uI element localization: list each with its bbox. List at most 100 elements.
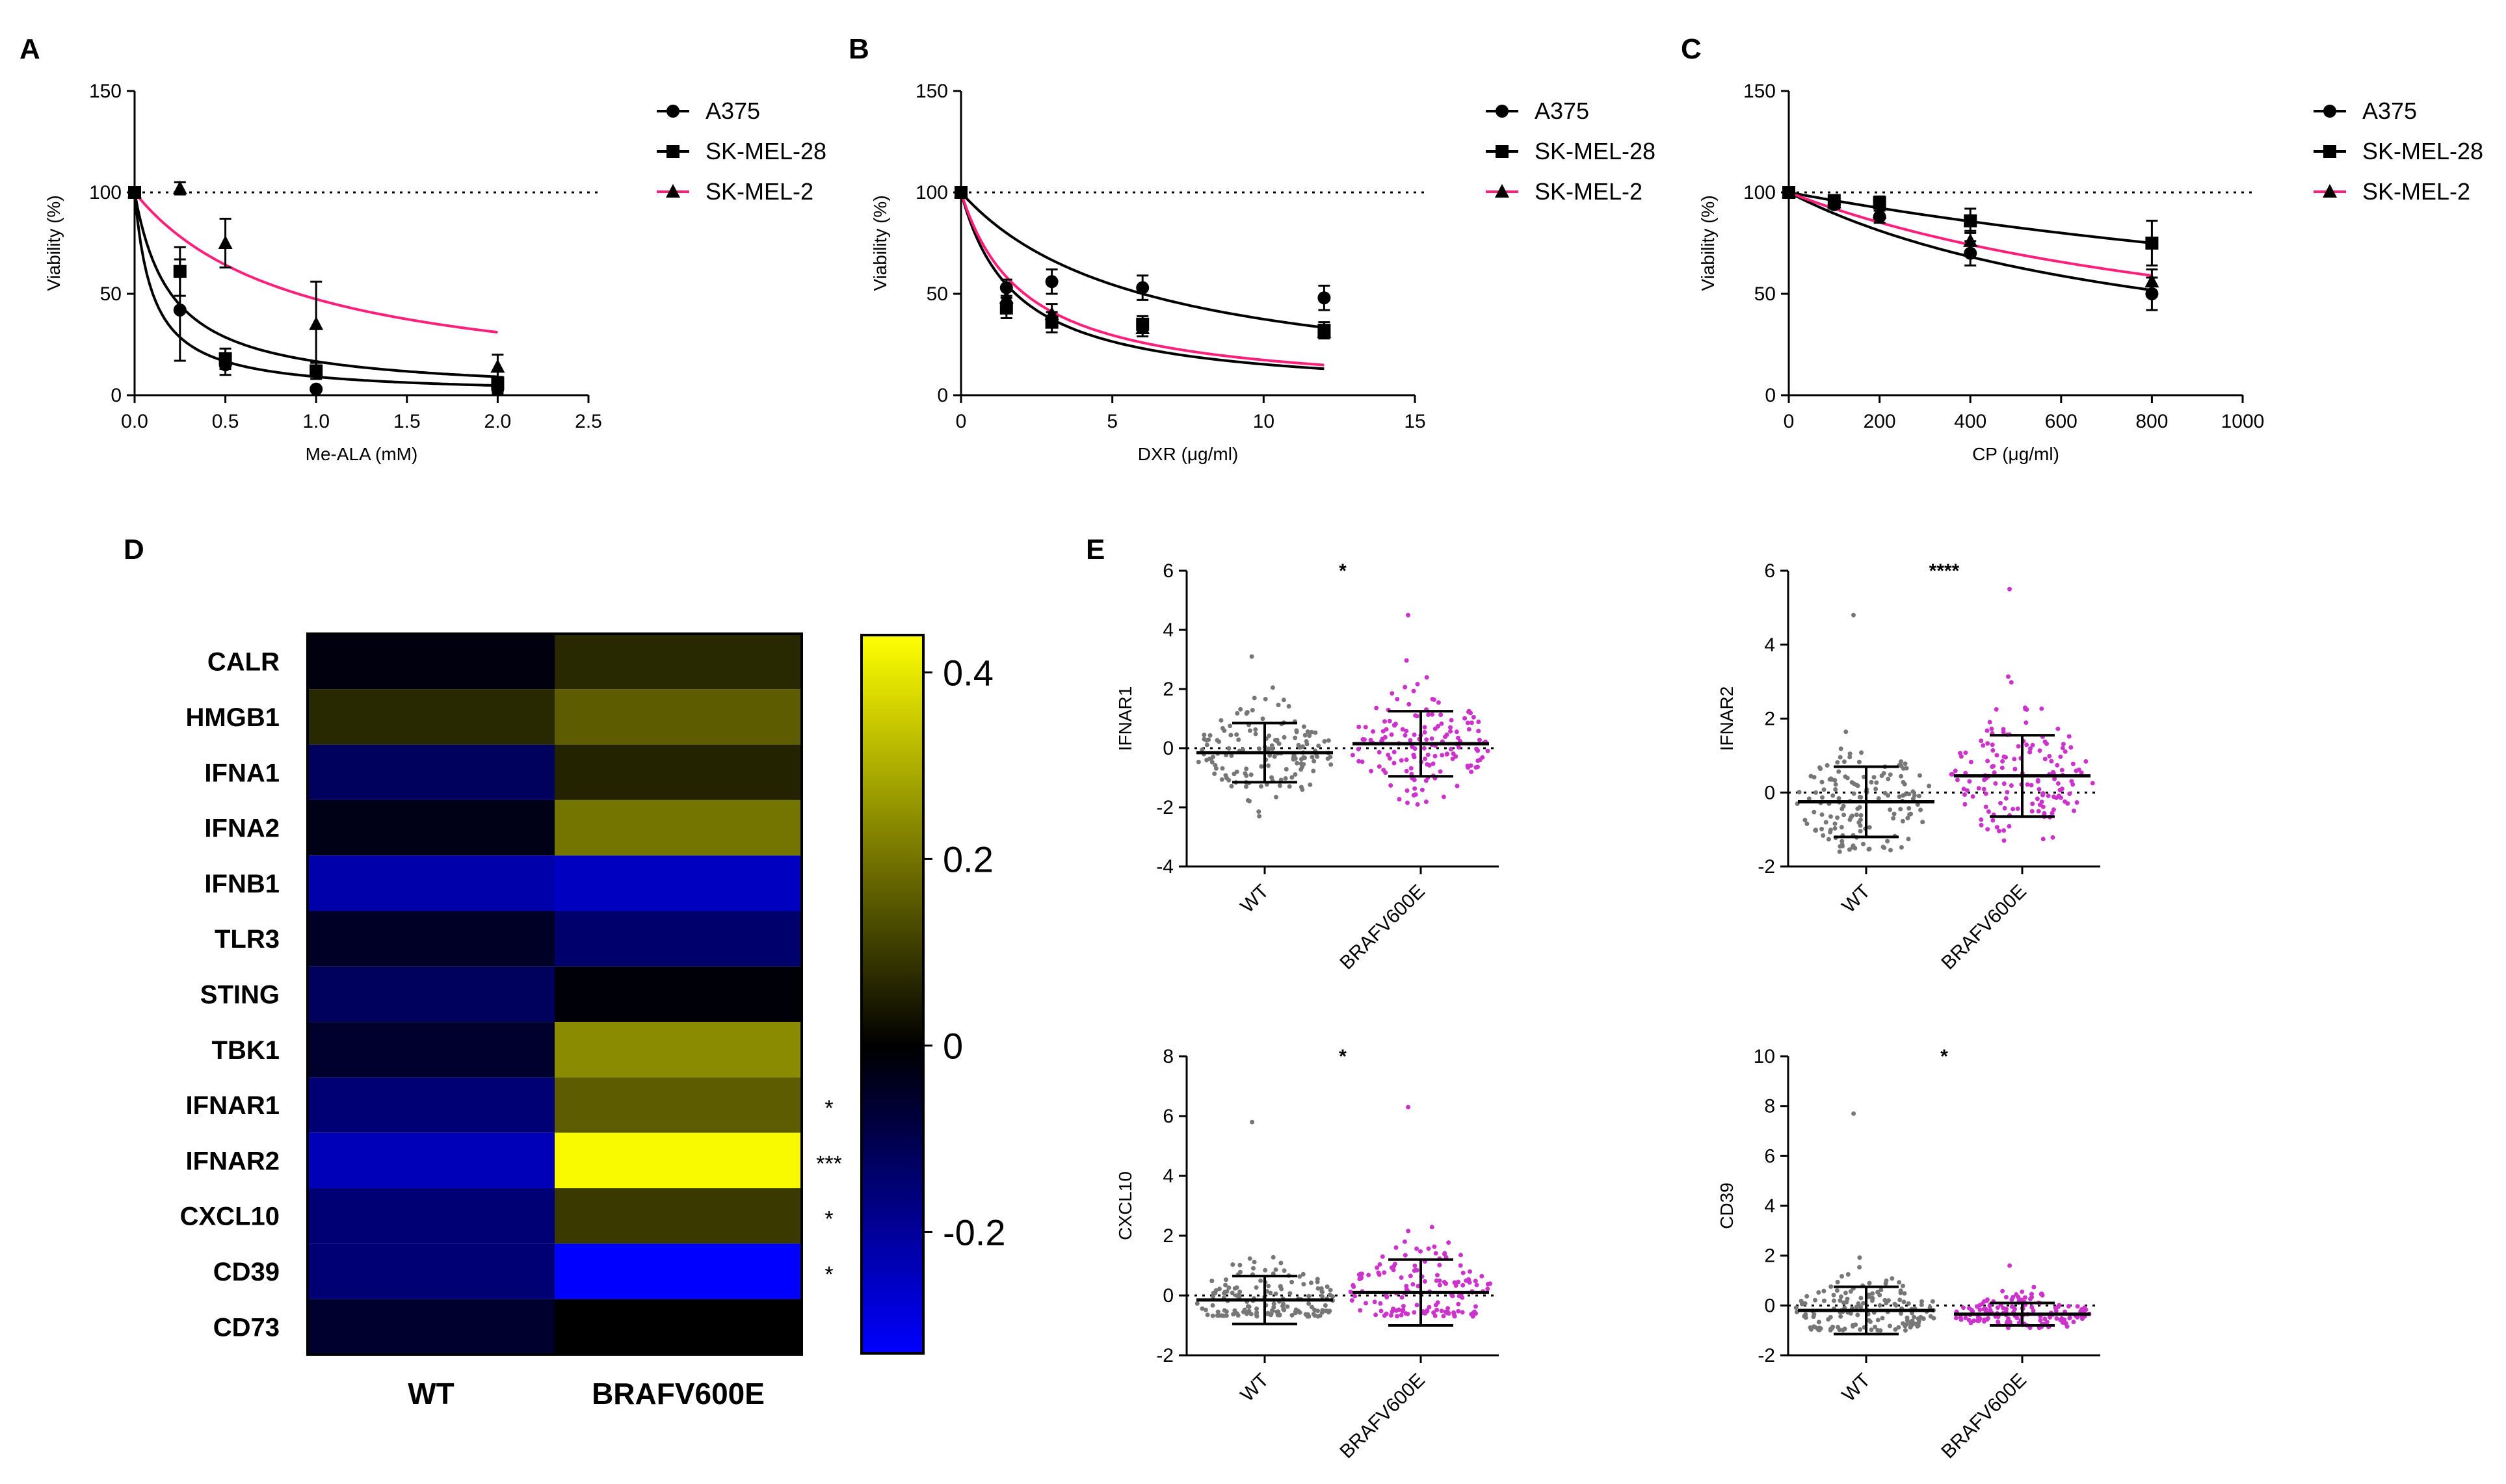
data-point [1453, 754, 1458, 759]
x-tick-label: BRAFV600E [1336, 881, 1429, 974]
data-point [1873, 1324, 1878, 1329]
data-point [1220, 725, 1225, 731]
data-point [1436, 700, 1441, 705]
x-tick-label: 15 [1404, 411, 1425, 432]
data-point [1473, 1279, 1478, 1284]
x-tick-label: 5 [1107, 411, 1118, 432]
data-point [1356, 1272, 1362, 1277]
data-point [1254, 1285, 1259, 1290]
y-tick-label: 8 [1764, 1096, 1775, 1117]
data-point [1961, 1305, 1966, 1310]
data-point [2055, 726, 2061, 731]
data-point [1253, 731, 1258, 736]
data-point [1284, 766, 1289, 772]
x-tick-label: WT [1237, 881, 1273, 917]
data-point [2015, 806, 2020, 811]
data-point [1856, 1301, 1861, 1306]
data-point [1782, 185, 1796, 198]
data-point [1469, 769, 1474, 774]
data-point [1879, 1288, 1884, 1292]
significance-mark: *** [816, 1151, 842, 1176]
heatmap-cell [555, 855, 802, 911]
x-tick-label: 0 [1784, 411, 1795, 432]
data-point [2055, 762, 2060, 768]
data-point [1996, 1319, 2001, 1324]
significance-title: * [1940, 1046, 1948, 1067]
points-a375 [955, 186, 1331, 311]
data-point [1440, 753, 1445, 758]
points-sk-mel-2 [954, 185, 1332, 340]
data-point [1877, 1303, 1882, 1308]
data-point [2039, 706, 2044, 711]
data-point [1429, 736, 1434, 741]
data-point [1907, 812, 1912, 817]
data-point [2042, 739, 2048, 744]
data-point [1211, 1290, 1216, 1295]
data-point [1892, 1301, 1897, 1307]
data-point [1892, 811, 1897, 816]
data-point [1421, 1309, 1427, 1314]
data-point [1203, 1307, 1208, 1312]
data-point [1399, 1275, 1404, 1280]
data-point [1955, 777, 1960, 783]
data-point [1437, 1282, 1442, 1288]
data-point [1412, 746, 1418, 751]
data-point [1793, 1305, 1799, 1310]
y-tick-label: 0 [1765, 385, 1776, 406]
data-point [1399, 1295, 1405, 1300]
data-point [2060, 746, 2065, 751]
data-point [1279, 1286, 1284, 1292]
heatmap-cell [555, 966, 802, 1022]
data-point [1393, 1245, 1399, 1250]
data-point [2016, 1320, 2022, 1325]
legend-label: SK-MEL-28 [2362, 138, 2483, 164]
data-point [1855, 806, 1860, 811]
data-point [1444, 732, 1449, 737]
data-point [310, 382, 323, 396]
data-point [173, 303, 187, 317]
data-point [1380, 1254, 1385, 1259]
data-point [2042, 811, 2047, 816]
data-point [2001, 781, 2007, 787]
data-point [2039, 800, 2044, 805]
data-point [1462, 716, 1468, 721]
data-point [1320, 1290, 1325, 1295]
data-point [1277, 1312, 1282, 1318]
data-point [1967, 779, 1972, 784]
data-point [1257, 814, 1262, 819]
data-point [1415, 682, 1420, 686]
data-point [1968, 759, 1973, 764]
heatmap-cell [555, 1188, 802, 1244]
data-point [1814, 790, 1818, 795]
data-point [1243, 771, 1248, 776]
data-point [1981, 787, 1986, 792]
data-point [2066, 1304, 2071, 1308]
data-point [2055, 781, 2061, 786]
data-point [1233, 1293, 1239, 1298]
data-point [1427, 1305, 1432, 1310]
x-tick-label: BRAFV600E [1937, 881, 2031, 974]
data-point [1292, 754, 1297, 759]
data-point [1808, 774, 1814, 779]
data-point [1315, 1314, 1321, 1319]
data-point [1211, 754, 1215, 759]
data-point [1403, 684, 1408, 690]
data-point [1485, 1282, 1490, 1286]
data-point [1802, 818, 1808, 823]
data-point [1927, 783, 1932, 788]
data-point [1819, 779, 1825, 785]
data-point [2072, 808, 2076, 813]
data-point [1315, 754, 1320, 759]
data-point [1135, 320, 1150, 335]
data-point [1833, 787, 1838, 792]
data-point [1456, 745, 1461, 750]
data-point [1349, 1298, 1354, 1303]
data-point [1821, 787, 1827, 792]
data-point [2049, 759, 2054, 764]
data-point [2051, 807, 2056, 813]
data-point [1839, 1294, 1843, 1299]
data-point [1963, 233, 1978, 247]
row-label-ifnar2: IFNAR2 [186, 1147, 280, 1175]
data-point [1315, 1286, 1321, 1291]
data-point [1412, 786, 1418, 791]
